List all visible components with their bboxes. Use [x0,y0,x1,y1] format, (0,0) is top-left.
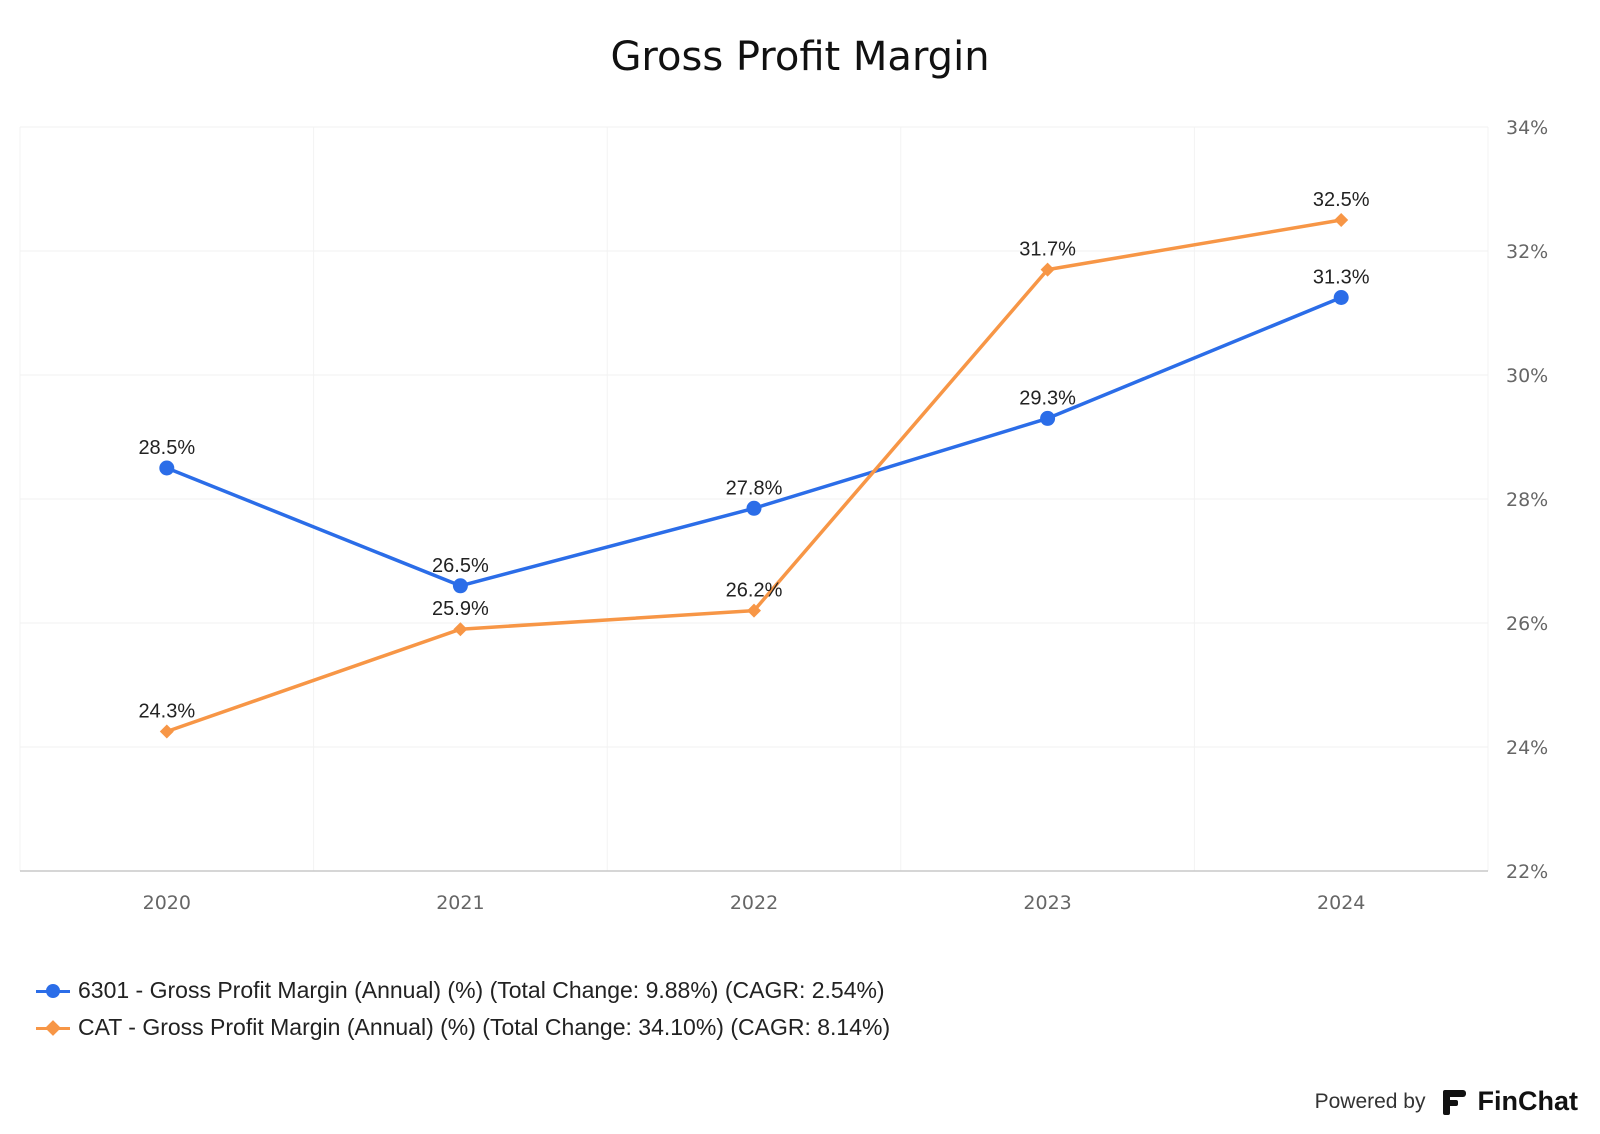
y-tick-label: 34% [1506,117,1548,139]
data-point [1333,290,1349,305]
legend-swatch-6301 [36,983,70,998]
grid-lines [19,126,1489,871]
data-point [1040,262,1055,277]
data-label: 26.5% [432,555,489,577]
data-point [1040,410,1056,426]
powered-by-text: Powered by [1314,1089,1426,1113]
legend: 6301 - Gross Profit Margin (Annual) (%) … [36,972,890,1046]
data-label: 32.5% [1313,189,1370,211]
legend-item-6301[interactable]: 6301 - Gross Profit Margin (Annual) (%) … [36,972,890,1009]
data-label: 31.3% [1313,267,1370,289]
data-point [747,603,761,618]
y-tick-label: 26% [1506,613,1548,635]
x-tick-label: 2021 [436,892,484,914]
data-label: 24.3% [138,701,195,723]
legend-item-cat[interactable]: CAT - Gross Profit Margin (Annual) (%) (… [36,1009,890,1046]
axes: 22% 24% 26% 28% 30% 32% 34% 2020 2021 2022 2023 202… [20,117,1548,914]
data-point [159,460,175,476]
line-chart: 22% 24% 26% 28% 30% 32% 34% 2020 2021 2022 2023 202… [19,117,1548,914]
legend-label-cat: CAT - Gross Profit Margin (Annual) (%) (… [78,1014,891,1040]
data-point [452,578,468,594]
y-tick-label: 28% [1506,489,1548,511]
finchat-brand: FinChat [1477,1086,1579,1116]
data-label: 25.9% [432,598,489,620]
data-label: 27.8% [726,477,783,499]
finchat-logo-icon [1442,1089,1466,1115]
data-label: 28.5% [138,437,195,459]
legend-label-6301: 6301 - Gross Profit Margin (Annual) (%) … [78,977,885,1003]
data-label: 29.3% [1019,387,1076,409]
series-points [159,213,1349,739]
y-tick-label: 30% [1506,365,1548,387]
data-point [159,724,174,739]
y-tick-label: 22% [1506,861,1548,883]
y-tick-label: 24% [1506,737,1548,759]
series-line [166,218,1342,734]
data-point [1334,213,1349,227]
series-lines [166,218,1342,734]
y-tick-label: 32% [1506,241,1548,263]
data-label: 31.7% [1019,239,1076,261]
x-tick-label: 2024 [1317,892,1365,914]
x-tick-label: 2022 [730,892,778,914]
legend-swatch-cat [36,1019,70,1036]
x-tick-label: 2023 [1023,892,1071,914]
series-line [166,295,1342,588]
footer-branding: Powered by FinChat [1315,1086,1578,1117]
data-point [746,500,762,516]
chart-title: Gross Profit Margin [610,34,990,80]
x-tick-label: 2020 [143,892,191,914]
data-label: 26.2% [726,580,783,602]
data-labels: 28.5% 26.5% 27.8% 29.3% 31.3% 24.3% 25.9% 26.2%… [138,189,1369,723]
data-point [453,622,468,637]
